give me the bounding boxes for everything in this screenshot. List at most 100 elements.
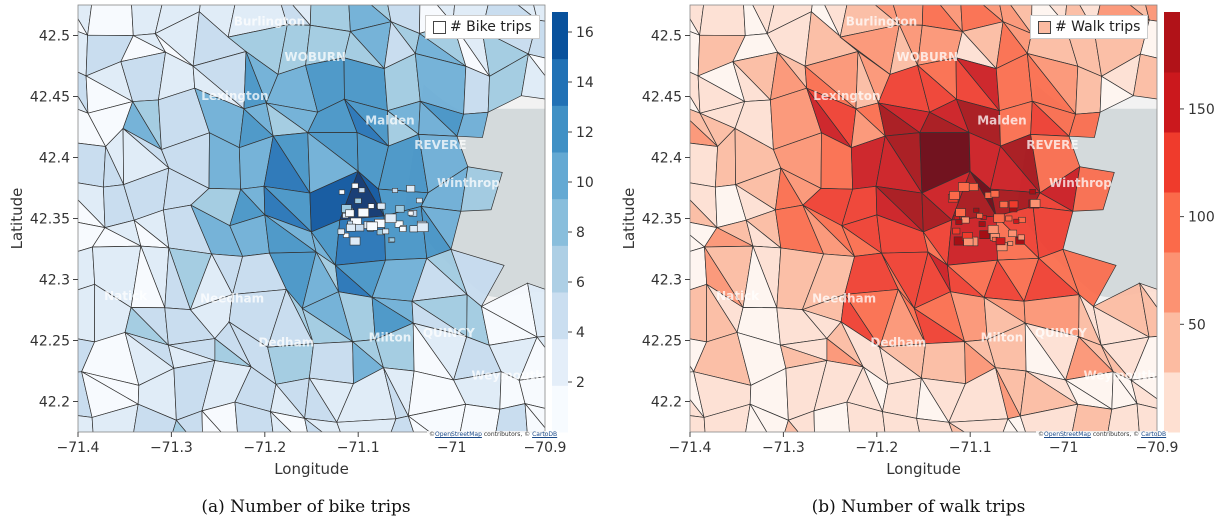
region-polygon[interactable] (346, 223, 356, 232)
region-polygon[interactable] (394, 220, 404, 228)
region-polygon[interactable] (1068, 111, 1101, 138)
region-polygon[interactable] (349, 236, 361, 246)
region-polygon[interactable] (456, 403, 501, 452)
region-polygon[interactable] (1068, 403, 1113, 452)
region-polygon[interactable] (955, 219, 963, 225)
region-polygon[interactable] (670, 335, 695, 374)
region-polygon[interactable] (389, 237, 396, 243)
region-polygon[interactable] (1017, 234, 1025, 241)
region-polygon[interactable] (1105, 403, 1141, 452)
region-polygon[interactable] (1141, 0, 1177, 24)
region-polygon[interactable] (493, 403, 529, 452)
region-polygon[interactable] (460, 166, 503, 212)
region-polygon[interactable] (996, 417, 1032, 452)
region-polygon[interactable] (407, 415, 456, 452)
region-polygon[interactable] (949, 191, 960, 200)
osm-link[interactable]: OpenStreetMap (1044, 431, 1091, 438)
region-polygon[interactable] (366, 221, 378, 231)
region-polygon[interactable] (670, 63, 701, 114)
region-polygon[interactable] (846, 401, 887, 452)
region-polygon[interactable] (529, 0, 565, 24)
region-polygon[interactable] (407, 210, 414, 216)
region-polygon[interactable] (58, 413, 94, 452)
region-polygon[interactable] (742, 403, 778, 452)
region-polygon[interactable] (995, 237, 1006, 246)
region-polygon[interactable] (670, 219, 706, 258)
region-polygon[interactable] (1008, 229, 1018, 238)
region-polygon[interactable] (406, 185, 416, 193)
region-polygon[interactable] (952, 227, 961, 235)
region-polygon[interactable] (999, 201, 1009, 209)
region-polygon[interactable] (1139, 19, 1177, 63)
region-polygon[interactable] (1019, 403, 1079, 452)
region-polygon[interactable] (337, 228, 345, 235)
region-polygon[interactable] (348, 0, 392, 23)
region-polygon[interactable] (916, 417, 960, 452)
region-polygon[interactable] (308, 341, 354, 385)
region-polygon[interactable] (416, 197, 423, 204)
region-polygon[interactable] (1007, 415, 1032, 452)
region-polygon[interactable] (456, 111, 489, 138)
region-polygon[interactable] (234, 401, 275, 452)
region-polygon[interactable] (993, 213, 1005, 223)
region-polygon[interactable] (987, 225, 999, 234)
region-polygon[interactable] (304, 417, 348, 452)
region-polygon[interactable] (961, 216, 970, 224)
region-polygon[interactable] (399, 226, 407, 232)
region-polygon[interactable] (670, 374, 705, 418)
region-polygon[interactable] (920, 341, 966, 385)
region-polygon[interactable] (382, 228, 390, 235)
carto-link[interactable]: CartoDB (532, 431, 558, 438)
region-polygon[interactable] (343, 232, 350, 238)
region-polygon[interactable] (358, 187, 366, 193)
region-polygon[interactable] (520, 53, 565, 102)
region-polygon[interactable] (1005, 215, 1013, 222)
region-polygon[interactable] (338, 189, 345, 195)
region-polygon[interactable] (670, 0, 701, 36)
region-polygon[interactable] (58, 0, 89, 36)
region-polygon[interactable] (670, 413, 706, 452)
region-polygon[interactable] (1072, 166, 1115, 212)
region-polygon[interactable] (409, 225, 418, 233)
region-polygon[interactable] (955, 208, 966, 217)
region-polygon[interactable] (1136, 403, 1177, 452)
region-polygon[interactable] (367, 203, 375, 209)
region-polygon[interactable] (58, 63, 89, 114)
region-polygon[interactable] (303, 417, 348, 452)
region-polygon[interactable] (1130, 335, 1177, 381)
region-polygon[interactable] (976, 213, 983, 219)
region-polygon[interactable] (377, 202, 386, 210)
region-polygon[interactable] (392, 188, 398, 193)
region-polygon[interactable] (201, 409, 239, 452)
region-polygon[interactable] (978, 221, 986, 227)
region-polygon[interactable] (990, 190, 1000, 198)
region-polygon[interactable] (1105, 0, 1150, 21)
region-polygon[interactable] (813, 401, 851, 452)
region-polygon[interactable] (973, 207, 980, 213)
region-polygon[interactable] (948, 421, 996, 452)
carto-link[interactable]: CartoDB (1141, 431, 1167, 438)
region-polygon[interactable] (1008, 200, 1019, 209)
region-polygon[interactable] (960, 0, 1004, 23)
region-polygon[interactable] (518, 374, 565, 413)
region-polygon[interactable] (979, 230, 990, 240)
region-polygon[interactable] (968, 183, 979, 191)
region-polygon[interactable] (1007, 241, 1014, 246)
region-polygon[interactable] (91, 403, 139, 452)
region-polygon[interactable] (527, 19, 565, 63)
region-polygon[interactable] (395, 205, 405, 213)
region-polygon[interactable] (527, 282, 565, 338)
region-polygon[interactable] (1099, 75, 1135, 113)
region-polygon[interactable] (947, 418, 1009, 452)
bike-trips-legend[interactable]: # Bike trips (425, 15, 540, 39)
region-polygon[interactable] (345, 209, 355, 217)
region-polygon[interactable] (882, 377, 922, 419)
region-polygon[interactable] (779, 419, 815, 452)
region-polygon[interactable] (355, 224, 365, 232)
region-polygon[interactable] (1029, 199, 1041, 208)
region-polygon[interactable] (384, 213, 397, 223)
region-polygon[interactable] (1029, 189, 1036, 195)
region-polygon[interactable] (336, 418, 397, 452)
osm-link[interactable]: OpenStreetMap (435, 431, 482, 438)
region-polygon[interactable] (167, 419, 203, 452)
